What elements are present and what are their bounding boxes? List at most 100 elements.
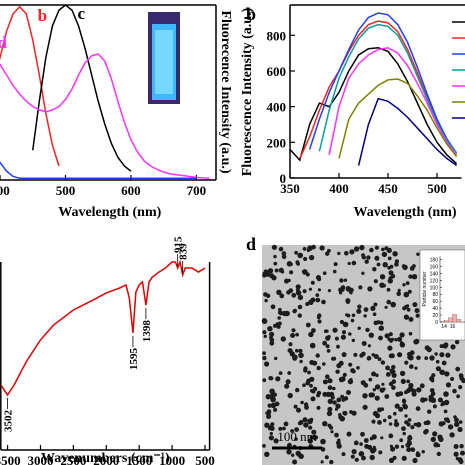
nanoparticle <box>361 255 366 260</box>
nanoparticle <box>303 256 308 262</box>
nanoparticle <box>415 313 420 318</box>
nanoparticle <box>288 342 293 347</box>
nanoparticle <box>308 331 314 338</box>
nanoparticle <box>358 285 363 290</box>
nanoparticle <box>449 432 455 438</box>
nanoparticle <box>374 395 380 401</box>
nanoparticle <box>327 423 332 428</box>
nanoparticle <box>444 371 450 377</box>
nanoparticle <box>404 414 408 418</box>
nanoparticle <box>400 378 406 384</box>
x-tick-label: 2000 <box>93 453 119 465</box>
nanoparticle <box>269 331 275 337</box>
nanoparticle <box>456 394 460 399</box>
nanoparticle <box>282 254 286 259</box>
nanoparticle <box>353 246 360 252</box>
nanoparticle <box>394 403 400 409</box>
nanoparticle <box>366 356 371 361</box>
nanoparticle <box>306 248 311 253</box>
nanoparticle <box>339 278 344 283</box>
nanoparticle <box>297 421 302 426</box>
line-series <box>0 5 60 167</box>
nanoparticle <box>371 419 376 424</box>
nanoparticle <box>277 310 282 315</box>
nanoparticle <box>275 322 280 327</box>
nanoparticle <box>457 457 463 463</box>
nanoparticle <box>351 410 357 416</box>
x-tick-label: 500 <box>195 453 215 465</box>
nanoparticle <box>430 436 436 443</box>
nanoparticle <box>391 372 397 378</box>
nanoparticle <box>313 435 319 440</box>
nanoparticle <box>331 356 335 361</box>
nanoparticle <box>412 457 418 464</box>
nanoparticle <box>439 369 446 376</box>
nanoparticle <box>458 385 463 390</box>
nanoparticle <box>319 245 325 251</box>
nanoparticle <box>360 380 366 386</box>
nanoparticle <box>453 451 459 457</box>
nanoparticle <box>351 338 355 343</box>
nanoparticle <box>377 420 382 425</box>
nanoparticle <box>322 391 328 397</box>
nanoparticle <box>407 352 412 357</box>
nanoparticle <box>273 261 278 266</box>
nanoparticle <box>426 347 432 353</box>
nanoparticle <box>363 307 369 312</box>
nanoparticle <box>447 424 454 430</box>
nanoparticle <box>351 313 356 318</box>
nanoparticle <box>278 307 282 312</box>
nanoparticle <box>338 287 343 293</box>
nanoparticle <box>408 316 414 322</box>
nanoparticle <box>322 421 328 427</box>
nanoparticle <box>384 394 390 399</box>
annotation: 3502 <box>2 410 14 433</box>
nanoparticle <box>269 431 273 436</box>
nanoparticle <box>351 369 356 374</box>
nanoparticle <box>369 436 374 441</box>
nanoparticle <box>270 402 277 409</box>
y-tick-label: 0 <box>435 320 438 326</box>
series-label: d <box>0 33 8 52</box>
nanoparticle <box>337 251 341 256</box>
nanoparticle <box>445 382 452 388</box>
nanoparticle <box>350 318 355 323</box>
x-tick-label: 2500 <box>60 453 86 465</box>
nanoparticle <box>394 338 398 342</box>
nanoparticle <box>381 251 388 258</box>
nanoparticle <box>303 368 308 373</box>
nanoparticle <box>353 440 359 446</box>
nanoparticle <box>295 288 300 292</box>
nanoparticle <box>432 431 438 437</box>
nanoparticle <box>374 384 381 390</box>
nanoparticle <box>339 416 345 422</box>
line-series <box>32 5 132 172</box>
annotation: 1398 <box>141 320 153 343</box>
nanoparticle <box>427 409 432 414</box>
nanoparticle <box>269 337 275 343</box>
nanoparticle <box>452 388 457 394</box>
x-tick-label: 500 <box>427 181 447 196</box>
nanoparticle <box>315 353 320 358</box>
nanoparticle <box>391 379 397 384</box>
line-series <box>338 78 458 159</box>
nanoparticle <box>284 383 290 389</box>
nanoparticle <box>381 247 385 252</box>
nanoparticle <box>406 379 411 384</box>
nanoparticle <box>312 430 317 434</box>
nanoparticle <box>361 455 366 461</box>
nanoparticle <box>342 411 347 415</box>
nanoparticle <box>353 352 358 357</box>
y-tick-label: 180 <box>430 257 439 263</box>
nanoparticle <box>278 371 283 375</box>
nanoparticle <box>389 353 395 359</box>
nanoparticle <box>270 422 275 427</box>
nanoparticle <box>308 287 312 291</box>
y-tick-label: 140 <box>430 271 439 277</box>
nanoparticle <box>349 378 353 382</box>
nanoparticle <box>341 330 347 335</box>
nanoparticle <box>424 356 429 360</box>
nanoparticle <box>268 435 274 441</box>
nanoparticle <box>357 326 361 330</box>
nanoparticle <box>307 438 313 444</box>
